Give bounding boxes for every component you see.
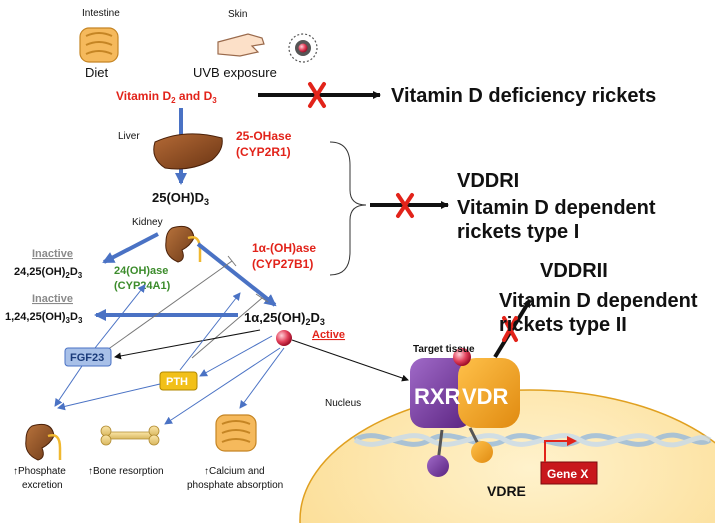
ligand-ball [453,348,471,366]
alpha-hydroxylase-line1: 1α-(OH)ase [252,241,316,255]
bone-resorption-label: ↑Bone resorption [88,466,164,477]
gene-x-label: Gene X [547,467,588,481]
metabolite-2425: 24,25(OH)2D3 [14,266,83,280]
liver-icon [153,133,223,170]
intestine-icon [79,27,119,63]
nucleus-label: Nucleus [325,398,361,409]
target-tissue-label: Target tissue [413,344,475,355]
kidney-to-2425-arrow [102,232,159,264]
rxr-protein [410,358,472,428]
dna-strand [353,432,712,448]
pth-box: PTH [159,371,198,391]
kidney-icon-lower [25,423,62,461]
calcium-line1: ↑Calcium and [204,466,265,477]
metabolite-25ohd3: 25(OH)D3 [152,190,209,207]
liver-label: Liver [118,131,140,142]
pth-label: PTH [166,376,188,388]
inactive-label-1: Inactive [32,248,73,260]
vddr1-title: VDDRI [457,170,519,192]
hydroxylase25-line1: 25-OHase [236,129,292,143]
active-vitamin-d-ball [276,330,292,346]
fgf23-label: FGF23 [70,352,104,364]
vdr-protein [458,358,520,428]
gene-x: Gene X [540,436,598,485]
cyp24-line1: 24(OH)ase [114,265,168,277]
diet-label: Diet [85,65,109,80]
uvb-label: UVB exposure [193,65,277,80]
block-x-vddr2 [502,316,518,342]
vddr2-line2: rickets type II [499,314,627,336]
nucleus: Nucleus VDRE [299,389,715,523]
hand-icon [217,33,265,57]
receptor-complex: RXR VDR [410,348,520,477]
fgf23-box: FGF23 [64,347,112,367]
inactive-label-2: Inactive [32,293,73,305]
vddr1-line1: Vitamin D dependent [457,197,656,219]
active-tag: Active [312,329,345,341]
metabolite-active: 1α,25(OH)2D3 [244,310,325,327]
skin-label: Skin [228,9,247,20]
metabolite-12425: 1,24,25(OH)3D3 [5,311,83,325]
vddr2-line1: Vitamin D dependent [499,290,698,312]
vddr1-line2: rickets type I [457,221,579,243]
block-x-deficiency [308,82,326,108]
kidney-to-active-arrow [196,242,277,307]
intestine-icon-lower [215,414,257,452]
alpha-hydroxylase-line2: (CYP27B1) [252,257,313,271]
sun-icon [288,33,318,63]
deficiency-rickets-label: Vitamin D deficiency rickets [391,85,656,107]
calcium-line2: phosphate absorption [187,480,283,491]
cyp24-line2: (CYP24A1) [114,280,171,292]
transcription-start-arrow [544,436,577,462]
phosphate-line1: ↑Phosphate [13,466,66,477]
phosphate-line2: excretion [22,480,63,491]
vdre-label: VDRE [487,483,526,499]
kidney-icon [165,225,202,263]
rxr-dna-binding-domain [427,455,449,477]
regulatory-arrows [54,284,409,425]
hydroxylase25-line2: (CYP2R1) [236,145,291,159]
kidney-label: Kidney [132,217,163,228]
inhibition-lines [99,255,269,359]
bone-icon [100,425,160,446]
vitamin-d2-d3-label: Vitamin D2 and D3 [116,89,217,105]
vdr-label: VDR [462,384,509,409]
intestine-label: Intestine [82,8,120,19]
rxr-label: RXR [414,384,461,409]
enzyme-bracket [329,141,367,276]
block-x-vddr1 [396,193,414,218]
vdr-dna-binding-domain [471,441,493,463]
vddr2-title: VDDRII [540,260,608,282]
